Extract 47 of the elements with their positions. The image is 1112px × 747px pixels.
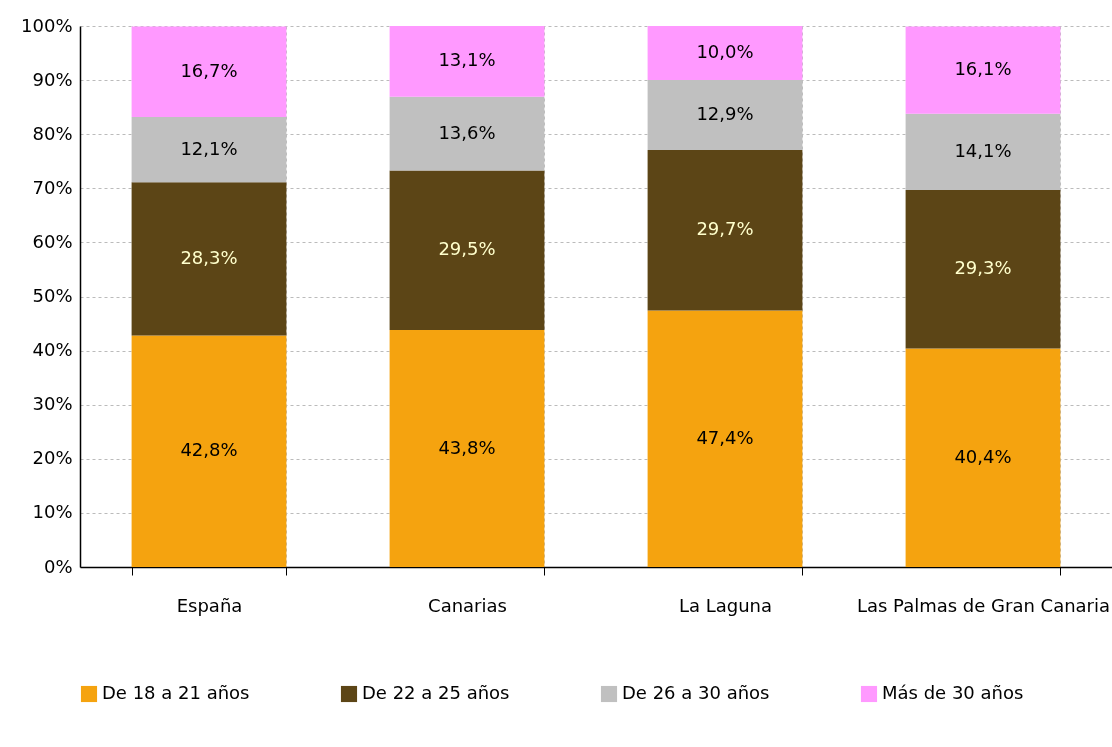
data-label: 40,4%: [954, 445, 1012, 467]
bar: [389, 170, 545, 331]
bar: [389, 330, 545, 567]
y-tick-label: 10%: [32, 501, 73, 523]
data-label: 13,1%: [438, 49, 496, 71]
x-tick-label: España: [176, 594, 243, 616]
y-tick-label: 100%: [21, 14, 73, 36]
data-label: 43,8%: [438, 436, 496, 458]
y-tick-label: 90%: [32, 68, 73, 90]
legend-label: Más de 30 años: [882, 682, 1024, 703]
data-label: 28,3%: [180, 246, 238, 268]
data-label: 47,4%: [696, 426, 754, 448]
data-label: 12,9%: [696, 102, 754, 124]
bar: [131, 335, 287, 567]
y-tick-label: 20%: [32, 447, 73, 469]
data-label: 16,7%: [180, 59, 238, 81]
legend-label: De 26 a 30 años: [622, 682, 770, 703]
x-tick-label: Canarias: [428, 594, 507, 616]
bar: [131, 26, 287, 117]
x-tick-label: Las Palmas de Gran Canaria: [856, 594, 1111, 616]
y-tick-label: 40%: [32, 339, 73, 361]
legend-label: De 18 a 21 años: [102, 682, 250, 703]
bar: [647, 26, 803, 81]
bar: [389, 26, 545, 97]
y-tick-label: 80%: [32, 122, 73, 144]
data-label: 16,1%: [954, 58, 1012, 80]
y-tick-label: 30%: [32, 393, 73, 415]
y-tick-label: 0%: [43, 555, 73, 577]
data-label: 13,6%: [438, 121, 496, 143]
bar: [905, 348, 1061, 567]
data-label: 42,8%: [180, 439, 238, 461]
data-label: 29,3%: [954, 257, 1012, 279]
y-tick-label: 60%: [32, 230, 73, 252]
y-tick-label: 50%: [32, 285, 73, 306]
legend-label: De 22 a 25 años: [362, 682, 510, 703]
bar: [647, 310, 803, 567]
data-label: 14,1%: [954, 139, 1012, 161]
x-tick-label: La Laguna: [678, 594, 773, 616]
data-label: 29,5%: [438, 238, 496, 260]
bar: [905, 26, 1061, 114]
data-label: 12,1%: [180, 137, 238, 159]
bar: [905, 189, 1061, 349]
bar: [131, 182, 287, 336]
y-tick-label: 70%: [32, 176, 73, 198]
data-label: 29,7%: [696, 218, 754, 240]
data-label: 10,0%: [696, 41, 754, 63]
bar: [647, 149, 803, 311]
